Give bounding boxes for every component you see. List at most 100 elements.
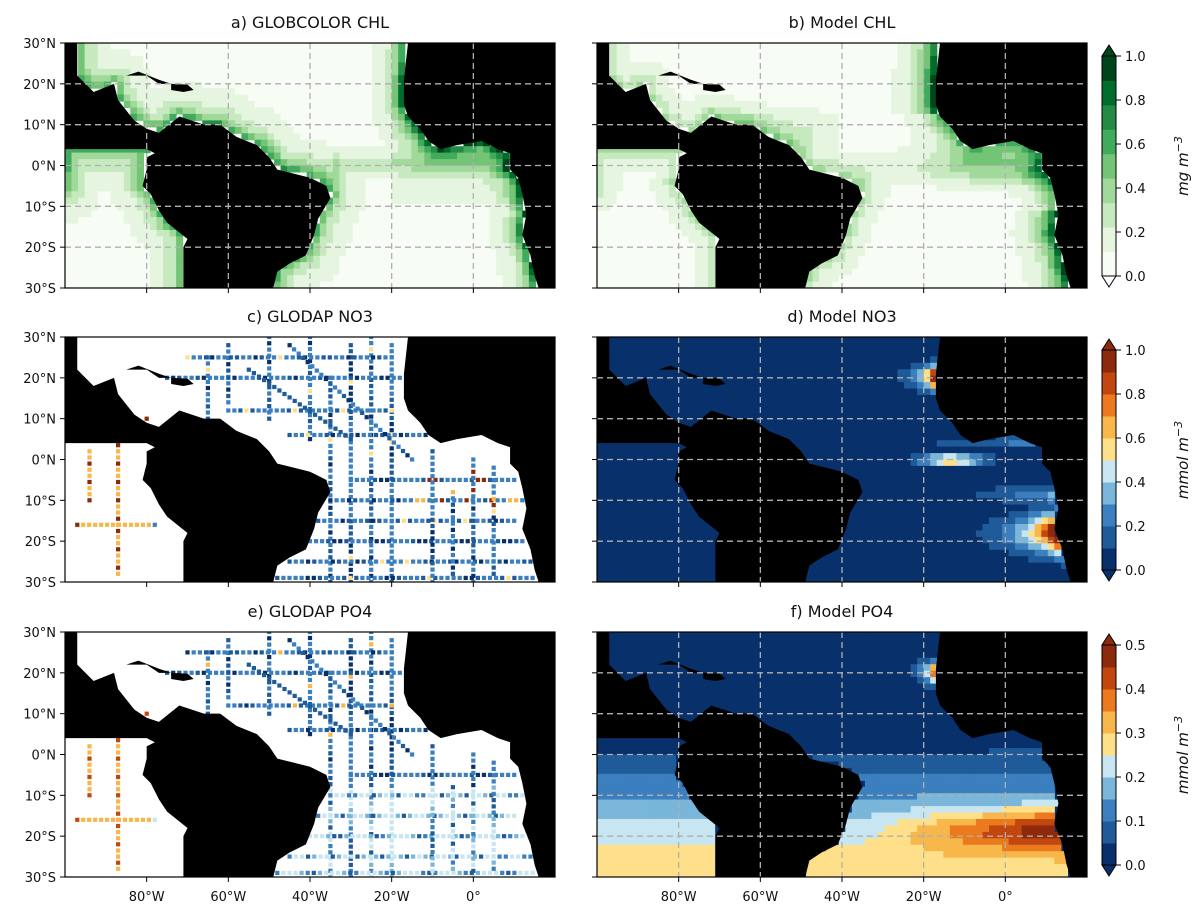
- field-cell: [483, 204, 491, 212]
- field-cell: [943, 223, 951, 231]
- track-sample: [378, 575, 383, 580]
- field-cell: [398, 197, 406, 205]
- field-cell: [365, 126, 373, 134]
- field-cell: [130, 62, 138, 70]
- field-cell: [300, 49, 308, 57]
- field-cell: [877, 369, 885, 377]
- field-cell: [897, 107, 905, 115]
- field-cell: [359, 178, 367, 186]
- field-cell: [812, 343, 820, 351]
- field-cell: [326, 120, 334, 128]
- field-cell: [339, 268, 347, 276]
- track-sample: [348, 397, 353, 402]
- field-cell: [1021, 204, 1029, 212]
- field-cell: [1041, 210, 1049, 218]
- field-cell: [975, 178, 983, 186]
- field-cell: [136, 152, 144, 160]
- field-cell: [727, 356, 735, 364]
- field-cell: [799, 382, 807, 390]
- field-cell: [727, 407, 735, 415]
- field-cell: [385, 139, 393, 147]
- field-cell: [313, 94, 321, 102]
- track-sample: [450, 521, 455, 526]
- field-cell: [123, 49, 131, 57]
- field-cell: [1015, 204, 1023, 212]
- field-cell: [766, 407, 774, 415]
- field-cell: [319, 159, 327, 167]
- field-cell: [681, 43, 689, 50]
- field-cell: [300, 255, 308, 263]
- field-cell: [1002, 236, 1010, 244]
- field-cell: [897, 337, 905, 344]
- field-cell: [917, 139, 925, 147]
- field-cell: [391, 255, 399, 263]
- track-sample: [333, 426, 338, 431]
- field-cell: [404, 230, 412, 237]
- field-cell: [123, 62, 131, 70]
- field-cell: [104, 171, 112, 179]
- field-cell: [1034, 165, 1042, 173]
- field-cell: [877, 204, 885, 212]
- track-sample: [336, 375, 341, 380]
- field-cell: [470, 249, 478, 257]
- field-cell: [247, 81, 255, 89]
- field-cell: [917, 75, 925, 83]
- field-cell: [247, 75, 255, 83]
- field-cell: [995, 223, 1003, 231]
- field-cell: [740, 414, 748, 422]
- field-cell: [806, 81, 814, 89]
- track-sample: [244, 408, 249, 413]
- field-cell: [629, 242, 637, 250]
- field-cell: [110, 268, 118, 276]
- field-cell: [832, 401, 840, 409]
- field-cell: [1002, 249, 1010, 257]
- field-cell: [858, 55, 866, 63]
- field-cell: [688, 362, 696, 370]
- field-cell: [884, 230, 892, 237]
- field-cell: [261, 62, 269, 70]
- field-cell: [143, 249, 151, 257]
- field-cell: [528, 262, 536, 270]
- track-sample: [246, 367, 251, 372]
- field-cell: [300, 88, 308, 96]
- field-cell: [97, 171, 105, 179]
- track-sample: [423, 539, 428, 544]
- field-cell: [359, 133, 367, 141]
- field-cell: [864, 152, 872, 160]
- track-sample: [232, 375, 237, 380]
- field-cell: [234, 81, 242, 89]
- field-cell: [884, 49, 892, 57]
- field-cell: [287, 94, 295, 102]
- field-cell: [989, 184, 997, 192]
- track-sample: [326, 539, 331, 544]
- field-cell: [623, 268, 631, 276]
- field-cell: [871, 223, 879, 231]
- field-cell: [623, 146, 631, 154]
- field-cell: [1041, 191, 1049, 199]
- field-cell: [649, 204, 657, 212]
- track-sample: [87, 479, 92, 485]
- field-cell: [84, 262, 92, 270]
- field-cell: [117, 236, 125, 244]
- track-sample: [275, 575, 280, 580]
- field-cell: [793, 120, 801, 128]
- field-cell: [84, 236, 92, 244]
- field-cell: [838, 68, 846, 76]
- field-cell: [1002, 165, 1010, 173]
- field-cell: [832, 382, 840, 390]
- field-cell: [339, 159, 347, 167]
- track-sample: [299, 575, 304, 580]
- field-cell: [424, 255, 432, 263]
- field-cell: [280, 101, 288, 108]
- field-cell: [760, 126, 768, 134]
- field-cell: [891, 230, 899, 237]
- field-cell: [688, 94, 696, 102]
- field-cell: [319, 49, 327, 57]
- field-cell: [509, 268, 517, 276]
- field-cell: [845, 414, 853, 422]
- track-sample: [371, 355, 376, 360]
- field-cell: [851, 88, 859, 96]
- track-sample: [334, 498, 339, 503]
- field-cell: [838, 362, 846, 370]
- field-cell: [610, 146, 618, 154]
